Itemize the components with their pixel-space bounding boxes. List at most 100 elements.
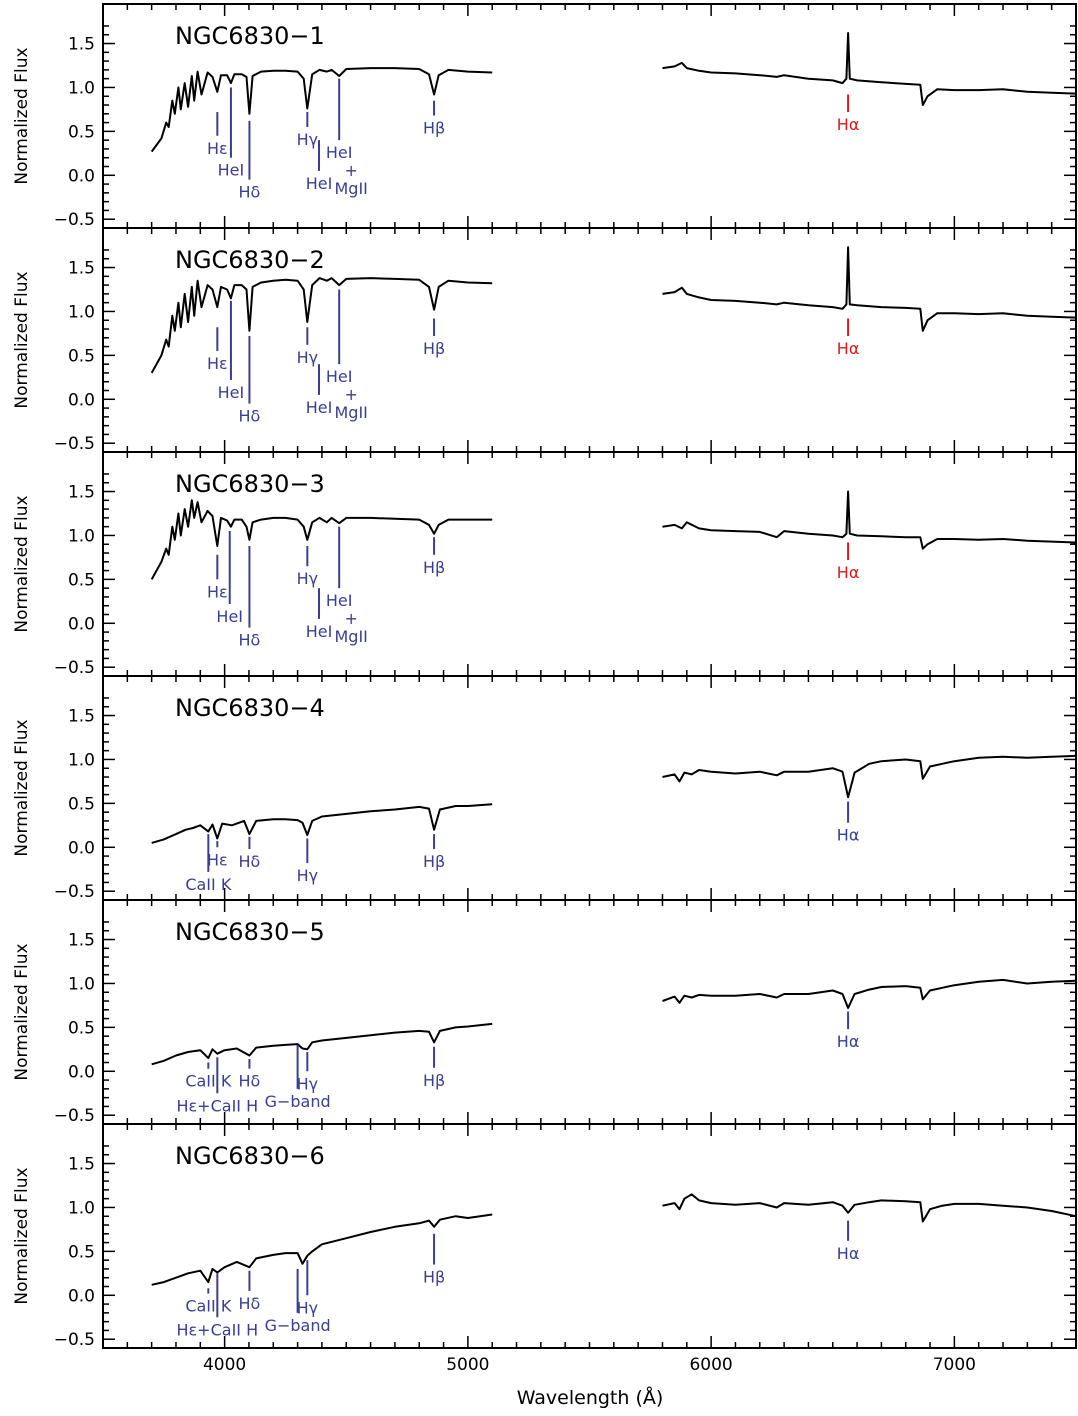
line-label: Hα	[837, 339, 860, 358]
spectrum-segment-2	[662, 246, 1077, 332]
y-tick-label: −0.5	[54, 1330, 95, 1350]
y-tick-label: 0.5	[68, 1242, 95, 1262]
panel-title: NGC6830−6	[175, 1142, 325, 1170]
line-label: Hδ	[239, 183, 261, 202]
y-tick-label: 0.0	[68, 1062, 95, 1082]
line-label-extra: +	[344, 609, 357, 628]
line-label: HeI	[326, 367, 353, 386]
y-tick-label: 1.5	[68, 35, 95, 55]
y-tick-label: −0.5	[54, 882, 95, 902]
panel-1: −0.5 0.0 0.5 1.0 1.5 Normalized Flux NGC6830−1…	[12, 3, 1077, 230]
panel-title: NGC6830−5	[175, 918, 325, 946]
y-tick-label: 1.0	[68, 78, 95, 98]
line-label: HeI	[218, 161, 245, 180]
spectrum-segment-2	[662, 32, 1077, 106]
y-tick-label: 1.0	[68, 1198, 95, 1218]
panels-group: −0.5 0.0 0.5 1.0 1.5 Normalized Flux NGC6830−1…	[12, 3, 1077, 1375]
line-label: Hγ	[297, 1074, 319, 1093]
line-label-extra: MgII	[334, 403, 367, 422]
y-axis-label: Normalized Flux	[12, 719, 32, 856]
line-label: HeI	[326, 143, 353, 162]
y-tick-label: 1.0	[68, 974, 95, 994]
y-axis-label: Normalized Flux	[12, 495, 32, 632]
line-label: Hβ	[423, 558, 445, 577]
panel-3: −0.5 0.0 0.5 1.0 1.5 Normalized Flux NGC6830−3…	[12, 451, 1077, 678]
y-tick-label: 1.0	[68, 750, 95, 770]
y-tick-label: 1.5	[68, 483, 95, 503]
y-tick-label: 1.5	[68, 931, 95, 951]
y-tick-label: −0.5	[54, 210, 95, 230]
line-label: Hβ	[423, 1071, 445, 1090]
panel-title: NGC6830−4	[175, 694, 325, 722]
spectrum-segment-1	[151, 1213, 493, 1286]
line-label: Hε	[207, 139, 228, 158]
y-tick-label: 0.5	[68, 1018, 95, 1038]
line-label: Hδ	[239, 1294, 261, 1313]
y-tick-label: 0.5	[68, 346, 95, 366]
line-label: G−band	[265, 1316, 331, 1335]
y-tick-label: 0.0	[68, 166, 95, 186]
line-label: Hα	[837, 1244, 860, 1263]
spectrum-segment-2	[662, 1193, 1077, 1223]
line-label: Hε+CaII H	[177, 1096, 259, 1115]
line-label: Hδ	[239, 407, 261, 426]
spectrum-segment-2	[662, 978, 1077, 1009]
line-label: Hα	[837, 826, 860, 845]
y-tick-label: 0.5	[68, 122, 95, 142]
line-label: Hα	[837, 1032, 860, 1051]
panel-6: −0.5 0.0 0.5 1.0 1.5 Normalized Flux NGC6830−6…	[12, 1123, 1077, 1375]
line-label: CaII K	[185, 1072, 232, 1091]
line-label: Hβ	[423, 119, 445, 138]
panel-title: NGC6830−1	[175, 22, 325, 50]
spectrum-segment-1	[151, 1022, 493, 1066]
line-label: Hβ	[423, 852, 445, 871]
line-label: Hβ	[423, 1268, 445, 1287]
line-label: Hα	[837, 563, 860, 582]
line-label: CaII K	[185, 1297, 232, 1316]
y-tick-label: 1.0	[68, 526, 95, 546]
x-tick-label: 6000	[689, 1355, 732, 1375]
y-tick-label: 0.0	[68, 390, 95, 410]
y-axis-label: Normalized Flux	[12, 943, 32, 1080]
line-label: Hε+CaII H	[177, 1320, 259, 1339]
line-label: HeI	[218, 383, 245, 402]
line-label: Hδ	[239, 1072, 261, 1091]
spectrum-segment-2	[662, 490, 1077, 550]
spectrum-segment-1	[150, 67, 493, 153]
panel-title: NGC6830−3	[175, 470, 325, 498]
y-tick-label: 0.0	[68, 614, 95, 634]
y-tick-label: 0.0	[68, 838, 95, 858]
x-tick-label: 7000	[933, 1355, 976, 1375]
line-label-extra: MgII	[334, 627, 367, 646]
panel-4: −0.5 0.0 0.5 1.0 1.5 Normalized Flux NGC6830−4…	[12, 675, 1077, 902]
spectrum-segment-1	[151, 803, 493, 844]
y-axis-label: Normalized Flux	[12, 271, 32, 408]
y-tick-label: −0.5	[54, 658, 95, 678]
panel-2: −0.5 0.0 0.5 1.0 1.5 Normalized Flux NGC6830−2…	[12, 227, 1077, 454]
line-label: Hε	[207, 582, 228, 601]
line-label-extra: +	[344, 385, 357, 404]
line-label: HeI	[326, 591, 353, 610]
y-tick-label: 1.5	[68, 707, 95, 727]
line-label: Hγ	[297, 348, 319, 367]
line-label-extra: +	[344, 161, 357, 180]
y-tick-label: 0.5	[68, 794, 95, 814]
y-tick-label: 1.5	[68, 1155, 95, 1175]
y-tick-label: 0.0	[68, 1286, 95, 1306]
line-label: Hε	[207, 354, 228, 373]
x-tick-label: 4000	[203, 1355, 246, 1375]
line-label: HeI	[306, 398, 333, 417]
y-tick-label: −0.5	[54, 1106, 95, 1126]
line-label: HeI	[306, 622, 333, 641]
line-label: G−band	[265, 1092, 331, 1111]
y-axis-label: Normalized Flux	[12, 47, 32, 184]
spectrum-segment-1	[150, 499, 493, 580]
x-axis-label: Wavelength (Å)	[517, 1386, 664, 1409]
line-label: HeI	[216, 607, 243, 626]
line-label: Hγ	[297, 866, 319, 885]
y-tick-label: 1.5	[68, 259, 95, 279]
spectrum-segment-2	[662, 754, 1077, 799]
line-label: Hα	[837, 115, 860, 134]
line-label: Hβ	[423, 339, 445, 358]
